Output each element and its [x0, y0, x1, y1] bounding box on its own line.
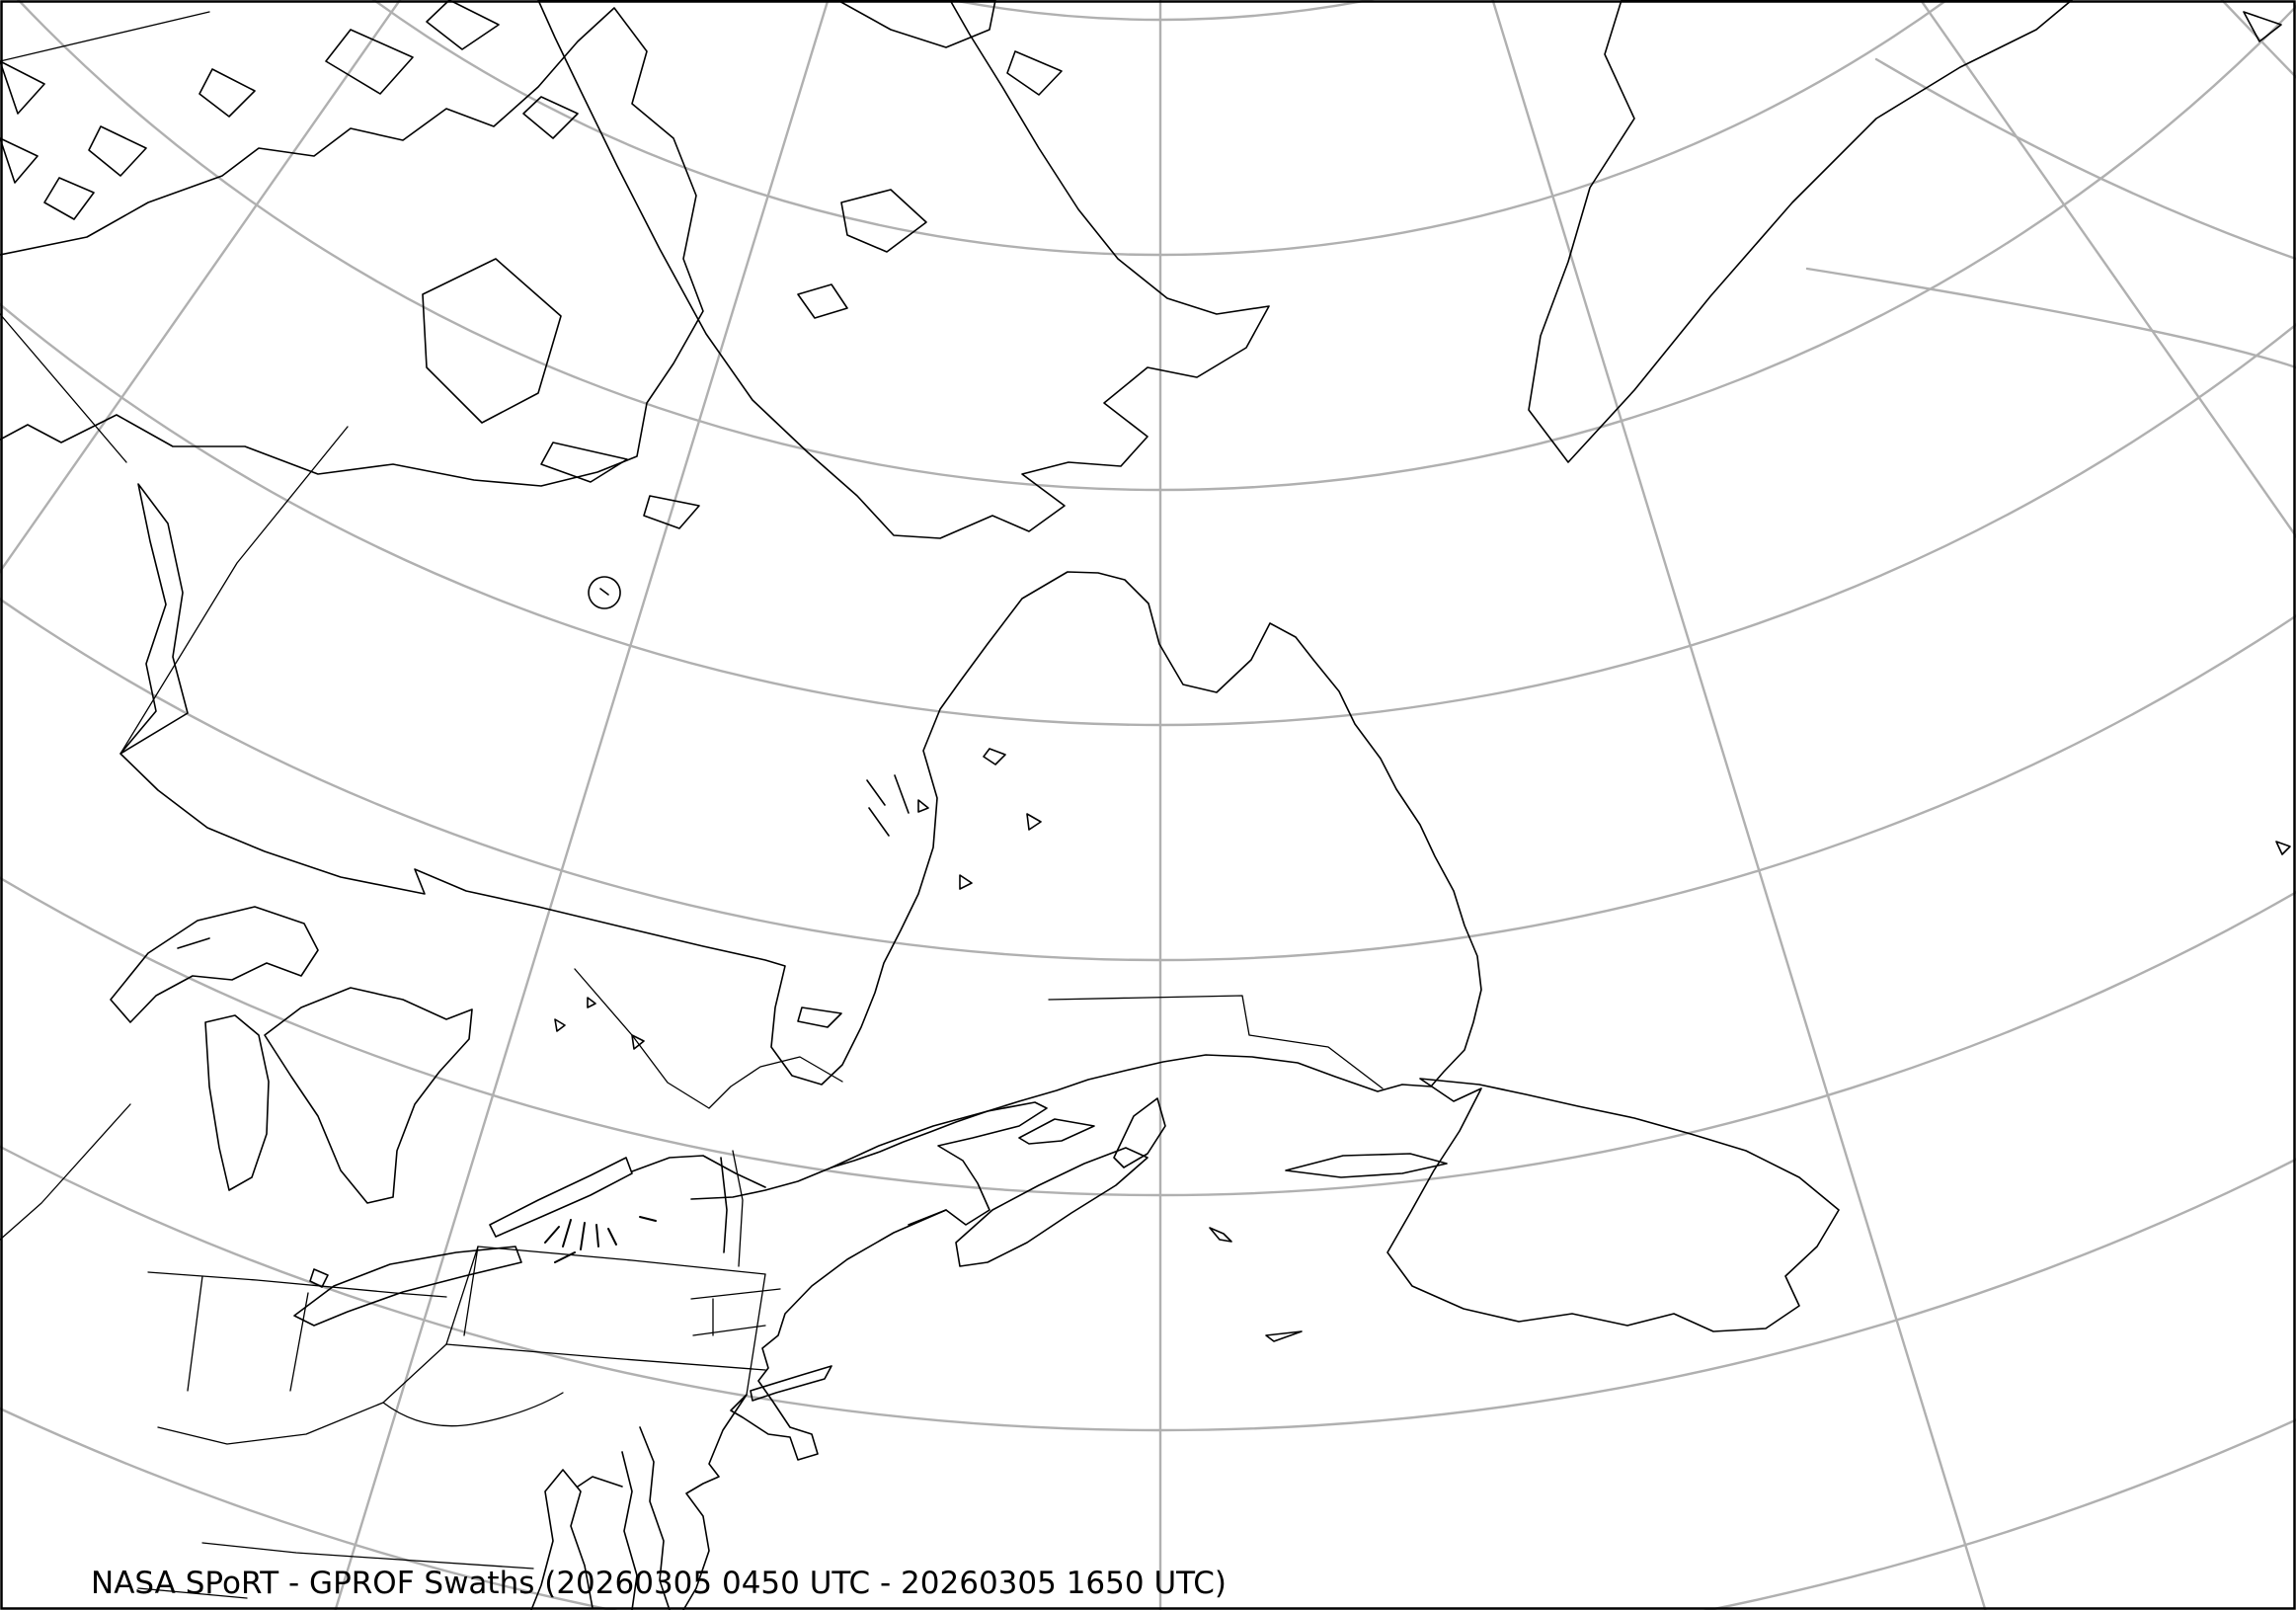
long-island — [750, 1365, 832, 1402]
finger-lakes-stroke-5 — [544, 1226, 560, 1244]
state-border-pa-west — [445, 1246, 479, 1345]
finger-lakes-stroke-2 — [580, 1222, 586, 1250]
coats-island — [540, 442, 628, 483]
anticosti-island — [1285, 1153, 1448, 1178]
border-ontario-minnesota — [0, 1103, 131, 1241]
mansel-island — [643, 495, 700, 529]
state-border-in-oh — [289, 1292, 309, 1392]
graticule-limb-3 — [2220, 0, 2296, 79]
manicouagan-ring — [588, 576, 621, 609]
chesapeake-bay — [577, 1426, 671, 1610]
finger-lakes-stroke-1 — [562, 1219, 572, 1248]
akimiski-island — [797, 1006, 842, 1028]
state-border-va-nc — [201, 1542, 534, 1570]
st-lawrence-river — [631, 1155, 832, 1200]
prince-edward-island — [1018, 1118, 1095, 1145]
lake-ontario — [489, 1157, 633, 1238]
meridian-5 — [1919, 0, 2296, 538]
somerset-island — [426, 0, 500, 50]
lake-erie — [293, 1246, 522, 1327]
graticule-limb-1 — [1874, 57, 2296, 261]
devon-island — [836, 0, 996, 48]
sable-island — [1265, 1330, 1303, 1342]
gulf-south-coast-gaspe — [831, 1101, 1048, 1226]
us-east-coast — [682, 1209, 947, 1610]
parallel-6 — [0, 875, 2296, 1196]
isle-royale — [177, 937, 210, 949]
meridian-2 — [334, 0, 830, 1610]
parallel-7 — [0, 1144, 2296, 1431]
border-arctic-corner — [0, 11, 210, 62]
foxe-basin-islands — [797, 189, 927, 319]
bylot-island — [1006, 50, 1063, 96]
wv-va-wiggle — [382, 1392, 564, 1427]
atlantic-islet — [2275, 841, 2291, 855]
border-quebec-labrador — [1048, 995, 1384, 1089]
greenland — [1528, 0, 2073, 463]
state-border-ky-wv-va — [157, 1343, 447, 1445]
king-william-island — [522, 96, 579, 139]
parallel-3 — [17, 0, 2296, 491]
meridian-4 — [1491, 0, 1987, 1610]
finger-lakes-stroke-7 — [639, 1216, 657, 1222]
meridian-1 — [0, 0, 402, 574]
border-manitoba-nunavut — [0, 313, 127, 463]
lake-champlain — [720, 1157, 728, 1253]
newfoundland — [1386, 1078, 1840, 1332]
graticule-limb-2 — [1805, 267, 2296, 369]
iles-de-la-madeleine — [1209, 1227, 1232, 1243]
parallel-5 — [0, 597, 2296, 961]
finger-lakes-stroke-4 — [607, 1228, 617, 1246]
state-border-mason-dixon — [445, 1343, 766, 1371]
lake-michigan — [204, 1014, 270, 1191]
border-ontario-quebec — [574, 968, 843, 1109]
belcher-islands — [866, 774, 910, 837]
finger-lakes-stroke-6 — [554, 1251, 576, 1263]
state-border-new-england — [690, 1150, 781, 1396]
southampton-island — [422, 258, 562, 424]
cape-breton-island — [1113, 1097, 1166, 1168]
finger-lakes-stroke-3 — [595, 1224, 599, 1248]
arctic-mainland-coast — [0, 7, 704, 487]
lake-huron-georgian-bay — [264, 987, 473, 1204]
map-title: NASA SPoRT - GPROF Swaths (20260305 0450… — [91, 1566, 1227, 1601]
nova-scotia — [955, 1147, 1148, 1267]
parallel-4 — [0, 301, 2296, 726]
hudson-bay-labrador-coast — [119, 483, 1482, 1168]
lake-superior — [110, 906, 319, 1023]
victoria-island-fragments — [0, 60, 256, 220]
prince-of-wales-island — [325, 29, 414, 95]
quebec-small-lakes — [554, 748, 1042, 1050]
border-manitoba-ontario — [119, 426, 349, 755]
state-border-pa-ny — [477, 1246, 766, 1275]
baffin-island — [537, 0, 1270, 539]
state-border-tn — [137, 1587, 248, 1599]
starburst-layer — [544, 1216, 657, 1263]
greenland-east-islet — [2243, 11, 2282, 42]
lake-st-clair — [309, 1268, 329, 1288]
state-border-oh-pa — [463, 1246, 479, 1336]
state-border-mi-oh-in — [147, 1271, 447, 1298]
state-border-il-in — [187, 1275, 203, 1392]
virginia-coast — [530, 1469, 594, 1610]
